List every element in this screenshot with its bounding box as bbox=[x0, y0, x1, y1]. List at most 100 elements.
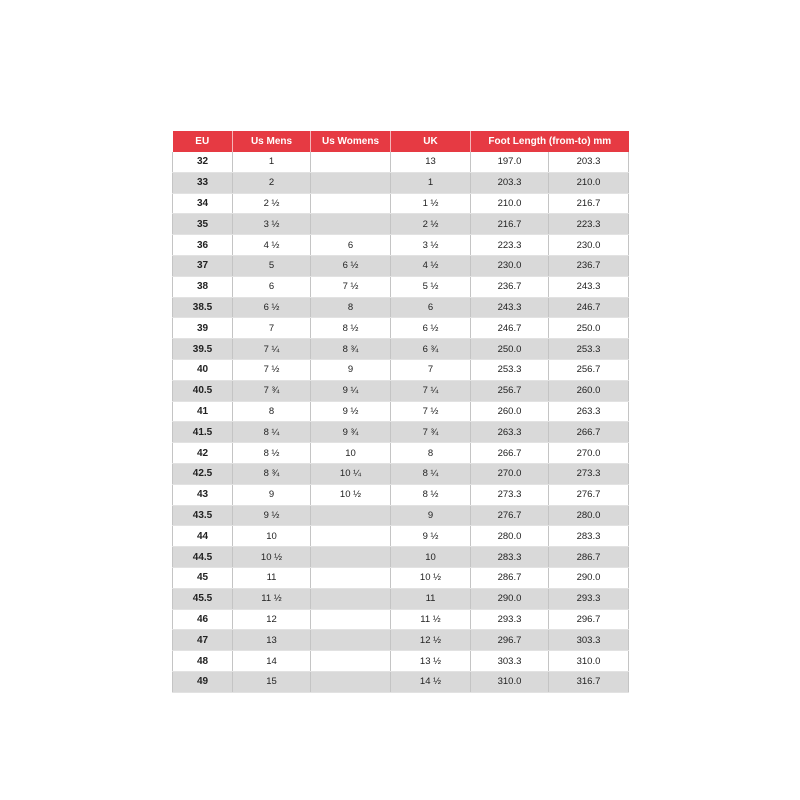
table-cell: 210.0 bbox=[548, 172, 629, 194]
table-cell: 243.3 bbox=[470, 297, 549, 319]
table-cell: 8 ½ bbox=[310, 317, 391, 340]
size-table: EU Us Mens Us Womens UK Foot Length (from-to… bbox=[172, 131, 629, 693]
table-cell: 236.7 bbox=[548, 255, 629, 277]
empty-cell bbox=[310, 567, 391, 589]
table-cell: 45.5 bbox=[172, 588, 233, 610]
table-cell: 11 ½ bbox=[232, 588, 311, 610]
table-cell: 216.7 bbox=[548, 193, 629, 215]
table-cell: 276.7 bbox=[470, 505, 549, 527]
table-cell: 8 ½ bbox=[390, 484, 471, 506]
table-cell: 280.0 bbox=[470, 525, 549, 548]
table-cell: 37 bbox=[172, 255, 233, 277]
table-cell: 13 ½ bbox=[390, 650, 471, 672]
table-cell: 270.0 bbox=[470, 463, 549, 485]
table-cell: 9 bbox=[310, 359, 391, 381]
table-row: 45.5 11 ½ 11 290.0 293.3 bbox=[172, 588, 629, 610]
table-cell: 316.7 bbox=[548, 671, 629, 693]
empty-cell bbox=[310, 671, 391, 693]
table-cell: 296.7 bbox=[470, 629, 549, 652]
table-cell: 10 bbox=[232, 525, 311, 548]
table-cell: 5 bbox=[232, 255, 311, 277]
table-cell: 6 ¾ bbox=[390, 338, 471, 360]
table-cell: 48 bbox=[172, 650, 233, 672]
table-row: 45 11 10 ½ 286.7 290.0 bbox=[172, 567, 629, 589]
table-cell: 253.3 bbox=[470, 359, 549, 381]
header-row: EU Us Mens Us Womens UK Foot Length (from-to… bbox=[172, 131, 629, 152]
table-cell: 40 bbox=[172, 359, 233, 381]
table-cell: 39 bbox=[172, 317, 233, 340]
table-cell: 260.0 bbox=[470, 401, 549, 423]
table-cell: 44 bbox=[172, 525, 233, 548]
table-cell: 246.7 bbox=[470, 317, 549, 340]
table-cell: 47 bbox=[172, 629, 233, 652]
table-cell: 8 bbox=[232, 401, 311, 423]
table-row: 32 1 13 197.0 203.3 bbox=[172, 152, 629, 173]
table-cell: 253.3 bbox=[548, 338, 629, 360]
table-row: 38.5 6 ½ 8 6 243.3 246.7 bbox=[172, 297, 629, 319]
table-cell: 13 bbox=[390, 152, 471, 173]
table-cell: 230.0 bbox=[548, 234, 629, 256]
table-cell: 9 ¾ bbox=[310, 421, 391, 444]
table-row: 49 15 14 ½ 310.0 316.7 bbox=[172, 671, 629, 693]
table-cell: 36 bbox=[172, 234, 233, 256]
table-cell: 296.7 bbox=[548, 609, 629, 631]
column-header: EU bbox=[172, 131, 233, 152]
table-cell: 6 ½ bbox=[390, 317, 471, 340]
table-cell: 283.3 bbox=[548, 525, 629, 548]
table-cell: 210.0 bbox=[470, 193, 549, 215]
table-cell: 290.0 bbox=[470, 588, 549, 610]
table-cell: 10 ¼ bbox=[310, 463, 391, 485]
table-cell: 32 bbox=[172, 152, 233, 173]
table-cell: 45 bbox=[172, 567, 233, 589]
table-cell: 7 bbox=[232, 317, 311, 340]
table-cell: 276.7 bbox=[548, 484, 629, 506]
table-cell: 11 ½ bbox=[390, 609, 471, 631]
table-cell: 42 bbox=[172, 442, 233, 464]
table-cell: 303.3 bbox=[548, 629, 629, 652]
table-row: 48 14 13 ½ 303.3 310.0 bbox=[172, 650, 629, 672]
table-cell: 6 bbox=[390, 297, 471, 319]
table-cell: 10 bbox=[310, 442, 391, 464]
table-cell: 197.0 bbox=[470, 152, 549, 173]
table-cell: 49 bbox=[172, 671, 233, 693]
table-cell: 4 ½ bbox=[232, 234, 311, 256]
table-cell: 7 ¼ bbox=[232, 338, 311, 360]
table-cell: 42.5 bbox=[172, 463, 233, 485]
table-cell: 34 bbox=[172, 193, 233, 215]
table-cell: 8 ¼ bbox=[232, 421, 311, 444]
table-cell: 290.0 bbox=[548, 567, 629, 589]
empty-cell bbox=[310, 609, 391, 631]
table-cell: 203.3 bbox=[470, 172, 549, 194]
table-cell: 46 bbox=[172, 609, 233, 631]
table-cell: 11 bbox=[390, 588, 471, 610]
table-cell: 40.5 bbox=[172, 380, 233, 402]
table-cell: 5 ½ bbox=[390, 276, 471, 298]
table-cell: 12 bbox=[232, 609, 311, 631]
table-cell: 283.3 bbox=[470, 546, 549, 568]
table-cell: 7 ½ bbox=[310, 276, 391, 298]
table-cell: 41 bbox=[172, 401, 233, 423]
table-cell: 38 bbox=[172, 276, 233, 298]
table-cell: 250.0 bbox=[548, 317, 629, 340]
table-cell: 9 bbox=[232, 484, 311, 506]
table-cell: 273.3 bbox=[470, 484, 549, 506]
column-header: Us Mens bbox=[232, 131, 311, 152]
table-cell: 6 bbox=[310, 234, 391, 256]
column-header: Us Womens bbox=[310, 131, 391, 152]
table-cell: 223.3 bbox=[470, 234, 549, 256]
empty-cell bbox=[310, 152, 391, 173]
empty-cell bbox=[310, 213, 391, 236]
table-cell: 310.0 bbox=[470, 671, 549, 693]
table-row: 43.5 9 ½ 9 276.7 280.0 bbox=[172, 505, 629, 527]
table-cell: 4 ½ bbox=[390, 255, 471, 277]
empty-cell bbox=[310, 588, 391, 610]
table-cell: 2 ½ bbox=[232, 193, 311, 215]
table-cell: 8 ¼ bbox=[390, 463, 471, 485]
table-cell: 35 bbox=[172, 213, 233, 236]
table-cell: 44.5 bbox=[172, 546, 233, 568]
